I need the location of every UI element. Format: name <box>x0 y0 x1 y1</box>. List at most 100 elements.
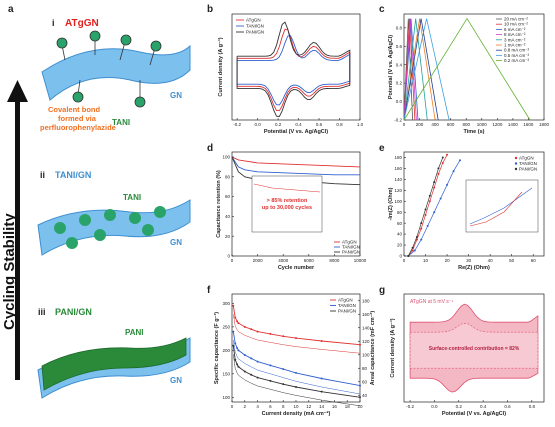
ii-gn: GN <box>170 238 182 247</box>
gcd-series <box>403 17 531 121</box>
gcd-series <box>403 18 436 121</box>
nyquist-point <box>420 222 423 225</box>
ytick-label-e: 40 <box>397 232 403 237</box>
legend-swatch-e <box>514 162 518 165</box>
iii-name: PANI/GN <box>55 307 92 317</box>
ytick2-label-f: 80 <box>362 366 368 371</box>
annotation-g: Surface-controlled contribution = 82% <box>429 346 520 352</box>
capacitance-point <box>232 344 235 347</box>
xtick-label-f: 6 <box>269 404 272 409</box>
xlabel-e: Re(Z) (Ohm) <box>458 265 490 271</box>
bond-line1: Covalent bond <box>48 105 101 114</box>
nyquist-point <box>441 161 444 164</box>
plot-frame-g <box>403 293 545 403</box>
legend-label-c: 10 mA cm⁻² <box>504 22 528 27</box>
ii-numeral: ii <box>40 170 45 180</box>
ytick-label-c: 0.2 <box>396 81 403 86</box>
xtick-label-f: 4 <box>256 404 259 409</box>
inset-e-series <box>469 191 523 227</box>
xtick-label-e: 10 <box>423 258 429 263</box>
nyquist-point <box>446 183 449 186</box>
bond-line3: perfluorophenylazide <box>40 123 116 132</box>
pani-layer <box>41 337 187 391</box>
capacitance-point <box>234 316 237 319</box>
ytick2-label-f: 120 <box>362 339 370 344</box>
xtick-label-d: 4000 <box>278 258 289 263</box>
inset-d-series <box>253 183 321 193</box>
capacitance-point <box>236 320 239 323</box>
xtick-label-e: 20 <box>445 258 451 263</box>
capacitance-point <box>237 322 240 325</box>
ytick2-label-f: 100 <box>362 352 370 357</box>
capacitance-point <box>237 349 240 352</box>
ylabel2-f: Areal capacitance (mF cm⁻²) <box>369 311 376 386</box>
xtick-label-g: 0.4 <box>480 404 487 409</box>
panel-d-label: d <box>207 143 214 154</box>
legend-label-f: PANI/GN <box>338 309 356 314</box>
legend-label-b: TANI/GN <box>246 24 264 29</box>
xtick-label-c: 400 <box>431 122 439 127</box>
nyquist-point <box>433 211 436 214</box>
xtick-label-b: 0.4 <box>295 122 302 127</box>
xtick-label-c: 1000 <box>477 122 488 127</box>
retention-series-TANI/GN <box>231 156 360 176</box>
capacitance-point <box>234 358 237 361</box>
nyquist-point <box>411 246 414 249</box>
legend-label-d: PANI/GN <box>342 250 360 255</box>
ytick-label-d: 80 <box>225 174 231 179</box>
nyquist-point <box>433 186 436 189</box>
xtick-label-g: 0.6 <box>504 404 511 409</box>
nyquist-point <box>446 153 449 156</box>
xtick-label-g: 0.2 <box>456 404 463 409</box>
xtick-label-b: 1.0 <box>357 122 364 127</box>
iii-pani: PANI <box>125 328 144 337</box>
ytick-label-d: 0 <box>227 254 230 259</box>
xtick-label-d: 8000 <box>329 258 340 263</box>
ytick-label-c: 0.6 <box>396 44 403 49</box>
iii-gn: GN <box>170 376 182 385</box>
capacitance-point <box>234 342 237 345</box>
xtick-label-c: 1600 <box>523 122 534 127</box>
panel-e-label: e <box>379 143 385 154</box>
xtick-label-g: 0.0 <box>431 404 438 409</box>
capacitance-point <box>243 370 246 373</box>
ylabel-d: Capacitance retention (%) <box>216 170 222 238</box>
panel-c-label: c <box>379 4 385 15</box>
plot-frame-e <box>403 151 545 257</box>
capacitance-point <box>295 385 297 388</box>
ytick-label-c: 0.4 <box>396 62 403 67</box>
xlabel-c: Time (s) <box>464 129 485 135</box>
tani-spheres-ii <box>54 206 166 249</box>
nyquist-point <box>420 227 423 230</box>
panel-a-illustration: Cycling Stability i ATgGN GN TANI Covale… <box>1 18 191 399</box>
legend-label-b: ATgGN <box>246 18 261 23</box>
capacitance-point <box>250 373 253 376</box>
tani-spheres-i <box>56 30 162 108</box>
legend-swatch-e <box>514 167 518 171</box>
capacitance-point <box>359 384 361 387</box>
i-numeral: i <box>52 18 55 28</box>
capacitance-point <box>232 330 235 333</box>
retention-series-ATgGN <box>231 156 361 168</box>
legend-label-c: 1 mA cm⁻² <box>504 43 526 48</box>
cycling-stability-arrow <box>7 80 28 380</box>
capacitance-point <box>237 365 240 368</box>
annotation-d-2: up to 30,000 cycles <box>262 205 312 211</box>
ytick-label-e: 140 <box>394 177 402 182</box>
xtick-label-b: 0.6 <box>316 122 323 127</box>
capacitance-point <box>359 396 361 399</box>
legend-swatch-e <box>514 156 518 160</box>
capacitance-point <box>232 304 235 307</box>
xtick-label-b: 0.0 <box>254 122 261 127</box>
legend-label-b: PANI/GN <box>246 30 264 35</box>
nyquist-point <box>439 197 442 200</box>
xtick-label-c: 1400 <box>508 122 519 127</box>
capacitance-point <box>282 383 285 386</box>
legend-label-d: TANI/GN <box>342 245 360 250</box>
ytick-label-c: 0.8 <box>396 25 403 30</box>
xtick-label-f: 20 <box>357 404 363 409</box>
xtick-label-e: 40 <box>488 258 494 263</box>
ylabel-e: -Im(Z) (Ohm) <box>388 187 394 220</box>
capacitance-series-TANI/GN <box>232 331 361 387</box>
